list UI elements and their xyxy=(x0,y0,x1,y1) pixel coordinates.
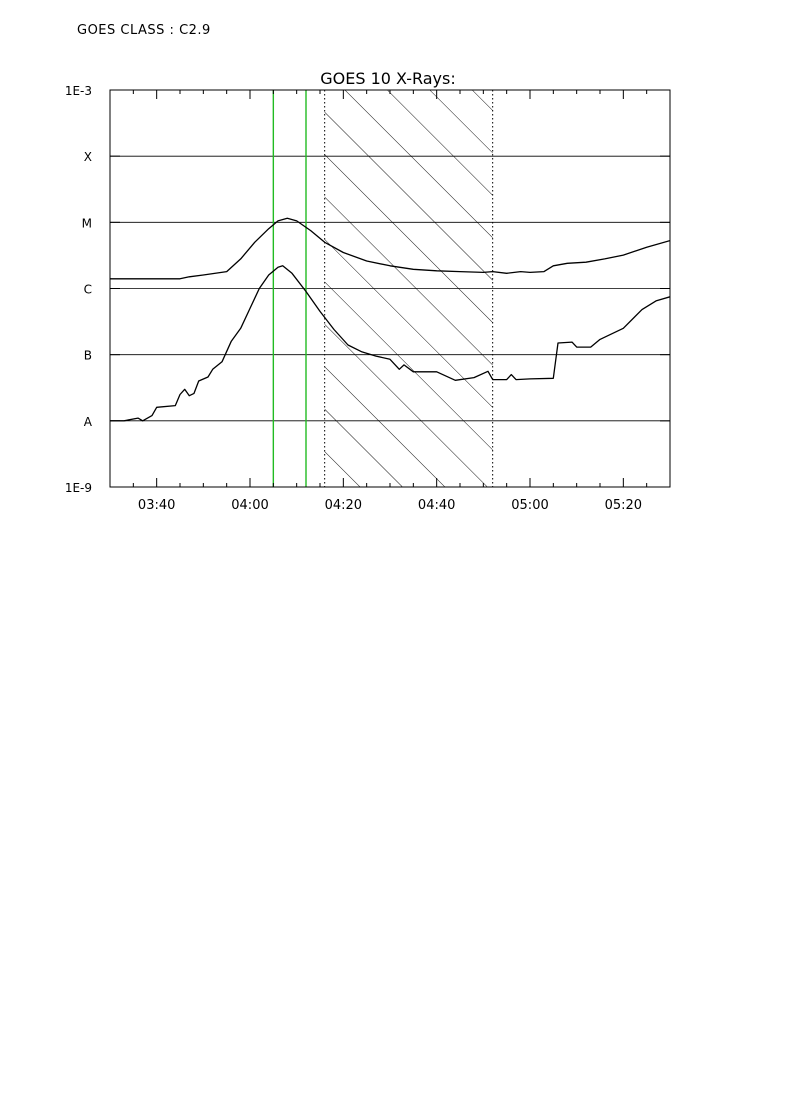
chart-title: GOES 10 X-Rays: xyxy=(320,69,456,88)
x-tick-label: 05:20 xyxy=(605,498,642,513)
y-tick-label: X xyxy=(84,150,92,164)
series-layer xyxy=(110,217,670,422)
goes-class-label: GOES CLASS : C2.9 xyxy=(77,23,211,38)
y-tick-label: B xyxy=(84,349,92,363)
x-tick-label: 04:40 xyxy=(418,498,455,513)
y-axis-ticks: 1E-9 A B C M X 1E-3 xyxy=(65,84,670,495)
x-axis-ticks: 03:40 04:00 04:20 04:40 05:00 05:20 xyxy=(109,90,671,513)
y-tick-label: A xyxy=(84,415,93,429)
y-tick-label: C xyxy=(84,283,92,297)
x-tick-label: 04:20 xyxy=(325,498,362,513)
x-tick-label: 03:40 xyxy=(138,498,175,513)
x-tick-label: 05:00 xyxy=(511,498,548,513)
xray-series-1-line xyxy=(110,217,670,280)
y-tick-label: M xyxy=(82,216,92,230)
y-tick-label: 1E-3 xyxy=(65,84,92,98)
xray-series-2-line xyxy=(110,265,670,422)
x-tick-label: 04:00 xyxy=(231,498,268,513)
grid-lines xyxy=(110,155,670,422)
vertical-markers xyxy=(272,90,307,487)
y-tick-label: 1E-9 xyxy=(65,481,92,495)
